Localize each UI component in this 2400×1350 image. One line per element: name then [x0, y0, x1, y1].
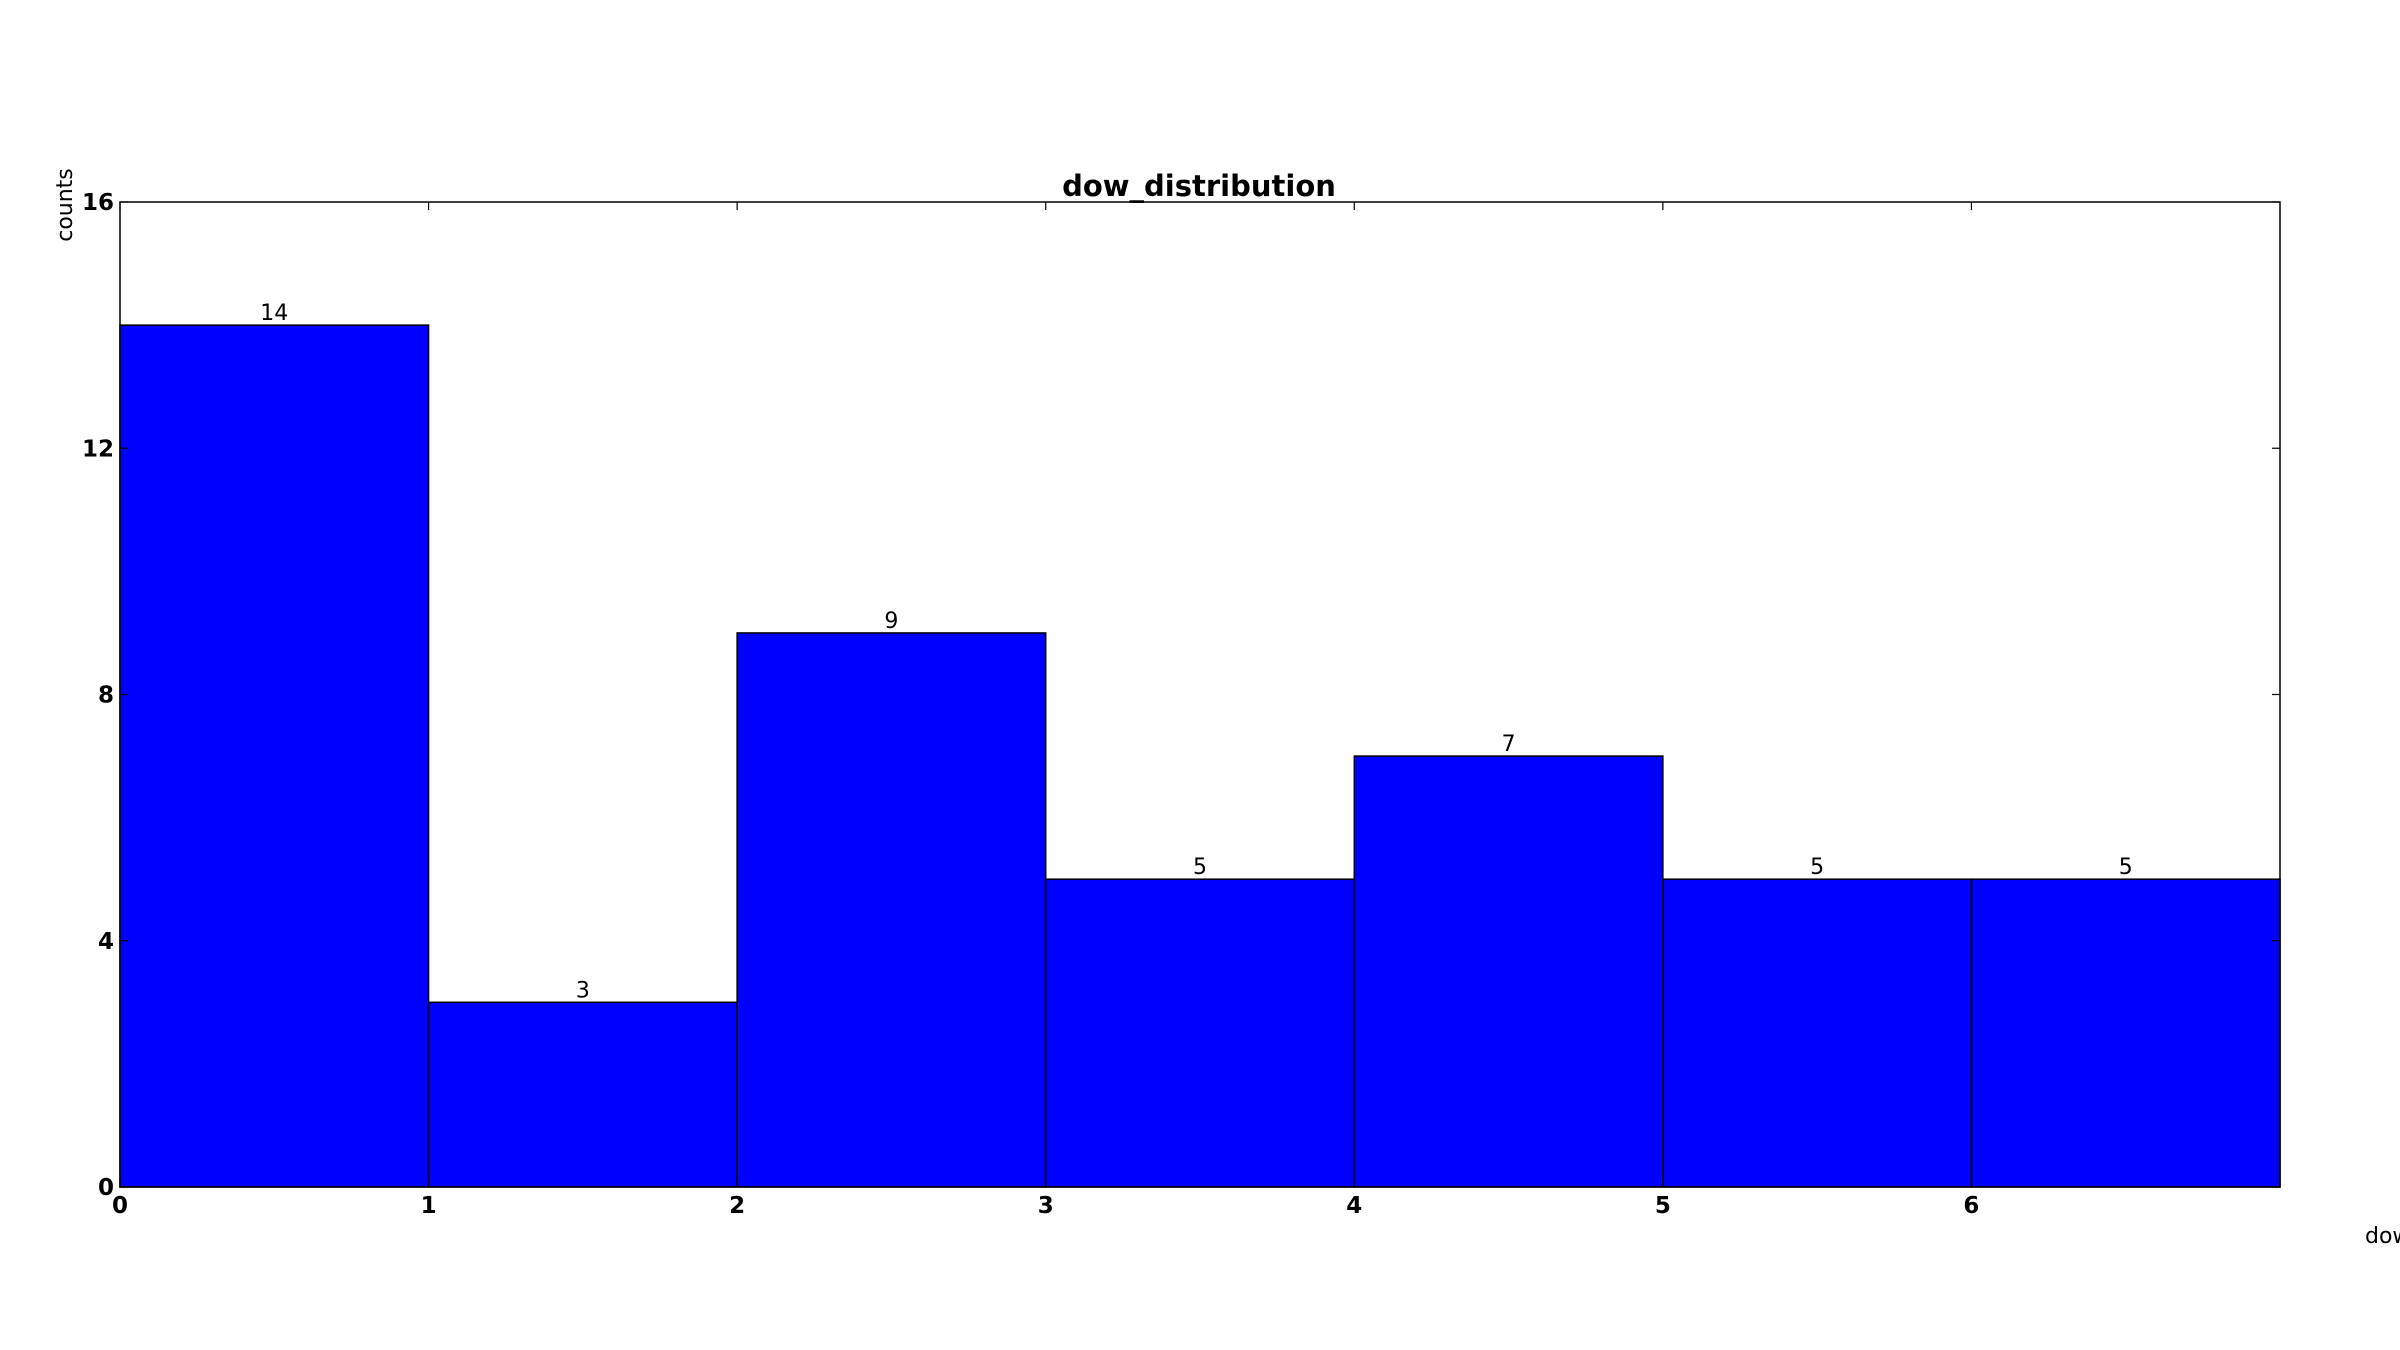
bar-value-label-4: 7	[1502, 732, 1516, 757]
x-axis-label: dow	[2365, 1224, 2400, 1249]
y-tick-label-4: 16	[82, 190, 114, 216]
bar-0	[119, 324, 430, 1188]
bar-5	[1662, 878, 1973, 1188]
bar-1	[427, 1001, 738, 1188]
bar-4	[1353, 755, 1664, 1188]
x-tick-label-0: 0	[112, 1193, 128, 1219]
bar-6	[1970, 878, 2281, 1188]
x-tick-label-3: 3	[1038, 1193, 1054, 1219]
y-axis-label: counts	[53, 168, 78, 242]
bar-3	[1044, 878, 1356, 1188]
bar-value-label-0: 14	[260, 301, 288, 326]
x-tick-label-1: 1	[421, 1193, 437, 1219]
bar-value-label-1: 3	[576, 978, 590, 1003]
y-tick-label-3: 12	[82, 436, 114, 462]
bar-value-label-3: 5	[1193, 855, 1207, 880]
bar-value-label-5: 5	[1810, 855, 1824, 880]
x-tick-label-4: 4	[1346, 1193, 1362, 1219]
y-tick-label-1: 4	[98, 929, 114, 955]
y-tick-label-0: 0	[98, 1175, 114, 1201]
y-tick-label-2: 8	[98, 683, 114, 709]
chart-title: dow_distribution	[1062, 169, 1336, 203]
x-tick-label-5: 5	[1655, 1193, 1671, 1219]
x-tick-label-6: 6	[1963, 1193, 1979, 1219]
x-tick-label-2: 2	[729, 1193, 745, 1219]
x-axis-ticks: 0 1 2 3 4 5 6	[112, 202, 1979, 1219]
bars-layer	[119, 324, 2281, 1188]
plot-area-frame	[119, 201, 2281, 1188]
bar-2	[736, 632, 1047, 1188]
bar-value-label-6: 5	[2119, 855, 2133, 880]
data-labels-layer: 14 3 9 5 7 5 5	[260, 301, 2132, 1003]
bar-value-label-2: 9	[884, 609, 898, 634]
